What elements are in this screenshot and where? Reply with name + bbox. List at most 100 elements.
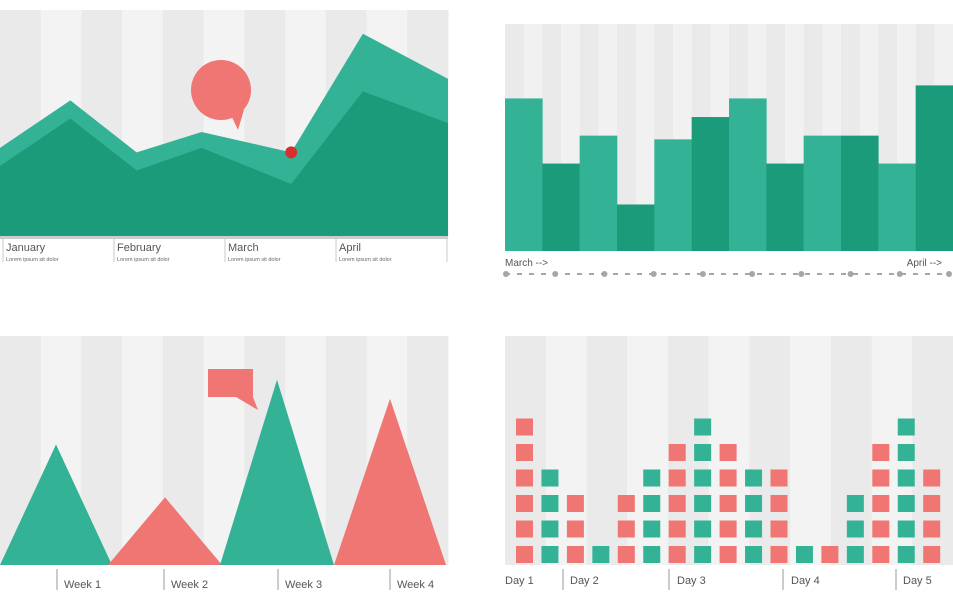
day-label: Day 5 — [903, 575, 932, 587]
square-unit — [694, 469, 712, 487]
square-column — [821, 546, 839, 563]
square-unit — [719, 444, 737, 461]
bar — [878, 163, 916, 251]
bar-series — [505, 85, 953, 252]
square-unit — [923, 546, 941, 563]
day-label: Day 1 — [505, 575, 534, 587]
square-column — [923, 469, 941, 563]
stripe — [617, 24, 636, 251]
timeline-point — [699, 271, 706, 277]
timeline-point — [798, 271, 805, 277]
area-chart-monthly: January Lorem ipsum sit dolor February Lore… — [0, 10, 449, 263]
day-labels: Day 1 Day 2 Day 3 Day 4 Day 5 — [505, 569, 932, 590]
square-columns — [516, 418, 941, 563]
square-unit — [643, 495, 661, 512]
comment-box-icon — [208, 369, 258, 410]
square-unit — [668, 444, 686, 461]
triangle-mark — [108, 497, 222, 565]
square-unit — [516, 469, 533, 487]
bar — [617, 204, 655, 251]
square-unit — [617, 520, 635, 538]
square-unit — [872, 469, 890, 487]
square-unit — [897, 495, 915, 512]
square-unit — [541, 495, 559, 512]
square-unit — [516, 546, 533, 563]
square-column — [846, 495, 864, 563]
square-unit — [872, 546, 890, 563]
timeline-point — [749, 271, 756, 277]
week-label: Week 1 — [64, 579, 101, 591]
square-column — [566, 495, 584, 563]
week-labels: Week 1 Week 2 Week 3 Week 4 — [56, 569, 434, 591]
square-unit — [566, 546, 584, 563]
square-unit — [719, 495, 737, 512]
day-label: Day 4 — [791, 575, 820, 587]
square-column — [668, 444, 686, 563]
month-sublabel: Lorem ipsum sit dolor — [6, 257, 59, 263]
square-unit — [745, 520, 763, 538]
square-unit — [846, 546, 864, 563]
square-unit — [897, 520, 915, 538]
month-sublabel: Lorem ipsum sit dolor — [228, 257, 281, 263]
bar — [729, 98, 767, 251]
square-unit — [694, 418, 712, 436]
month-sublabel: Lorem ipsum sit dolor — [117, 257, 170, 263]
square-column — [541, 469, 559, 563]
square-unit — [643, 469, 661, 487]
day-label: Day 3 — [677, 575, 706, 587]
square-unit — [541, 546, 559, 563]
timeline-point — [552, 271, 559, 277]
month-label: March — [228, 242, 259, 254]
bar — [766, 163, 804, 251]
square-column — [694, 418, 712, 563]
triangle-chart-weekly: Week 1 Week 2 Week 3 Week 4 — [0, 336, 449, 591]
bar — [654, 139, 692, 251]
square-unit — [668, 520, 686, 538]
square-column — [770, 469, 788, 563]
square-unit — [719, 469, 737, 487]
square-unit — [846, 520, 864, 538]
square-unit — [694, 546, 712, 563]
square-column — [617, 495, 635, 563]
week-label: Week 4 — [397, 579, 434, 591]
bar-chart-march-april: March --> April --> — [503, 24, 953, 277]
month-label: February — [117, 242, 162, 254]
square-unit — [516, 444, 533, 461]
square-unit — [643, 546, 661, 563]
axis-end-label: April --> — [907, 258, 942, 269]
square-stack-chart-daily: Day 1 Day 2 Day 3 Day 4 Day 5 — [505, 336, 953, 590]
square-unit — [872, 520, 890, 538]
square-unit — [872, 495, 890, 512]
square-unit — [745, 546, 763, 563]
triangle-mark — [220, 379, 334, 565]
square-unit — [643, 520, 661, 538]
speech-bubble-icon — [191, 60, 251, 130]
square-column — [643, 469, 661, 563]
bar — [915, 85, 953, 251]
bar — [505, 98, 543, 251]
square-unit — [694, 495, 712, 512]
square-unit — [694, 444, 712, 461]
square-unit — [923, 495, 941, 512]
square-unit — [770, 495, 788, 512]
square-unit — [923, 520, 941, 538]
month-label: January — [6, 242, 46, 254]
square-unit — [719, 546, 737, 563]
day-label: Day 2 — [570, 575, 599, 587]
month-label: April — [339, 242, 361, 254]
square-column — [592, 546, 610, 563]
square-unit — [923, 469, 941, 487]
bar — [579, 135, 618, 251]
bar — [542, 163, 580, 251]
timeline-point — [847, 271, 854, 277]
square-column — [897, 418, 915, 563]
square-unit — [897, 469, 915, 487]
square-unit — [745, 469, 763, 487]
month-sublabel: Lorem ipsum sit dolor — [339, 257, 392, 263]
bar — [691, 117, 730, 252]
square-unit — [566, 495, 584, 512]
week-label: Week 2 — [171, 579, 208, 591]
square-unit — [897, 418, 915, 436]
square-unit — [541, 520, 559, 538]
